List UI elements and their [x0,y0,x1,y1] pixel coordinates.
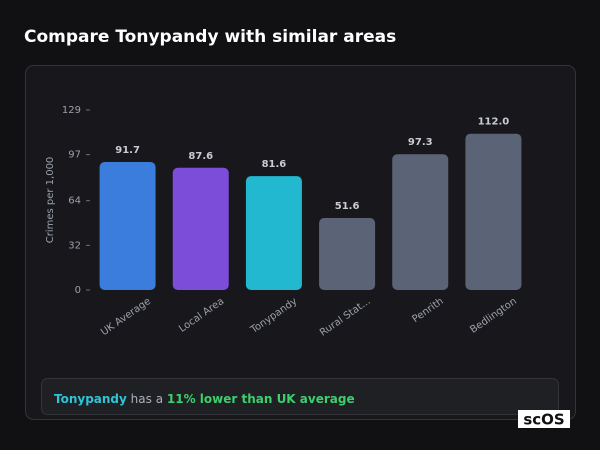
summary-text: Tonypandy has a 11% lower than UK averag… [54,392,355,406]
summary-box [41,378,559,415]
value-label: 112.0 [478,117,510,128]
bar [245,176,302,290]
summary-area: Tonypandy [54,392,127,406]
bar [392,154,449,290]
value-label: 51.6 [335,201,360,212]
bar [465,133,522,290]
logo: scOS [523,411,564,429]
y-tick-label: 0 [75,285,81,296]
bar [319,218,376,290]
bar [99,162,156,290]
bar [172,167,229,290]
y-tick-label: 64 [68,196,81,207]
summary-connector: has a [131,392,163,406]
y-tick-label: 129 [62,105,81,116]
y-axis-label: Crimes per 1,000 [45,157,56,244]
y-tick-label: 32 [68,240,81,251]
y-tick-label: 97 [68,150,81,161]
value-label: 91.7 [115,145,140,156]
value-label: 87.6 [188,151,213,162]
value-label: 97.3 [408,137,433,148]
summary-highlight: 11% lower than UK average [167,392,355,406]
value-label: 81.6 [262,159,287,170]
page-title: Compare Tonypandy with similar areas [24,27,396,47]
logo-box [518,410,570,428]
